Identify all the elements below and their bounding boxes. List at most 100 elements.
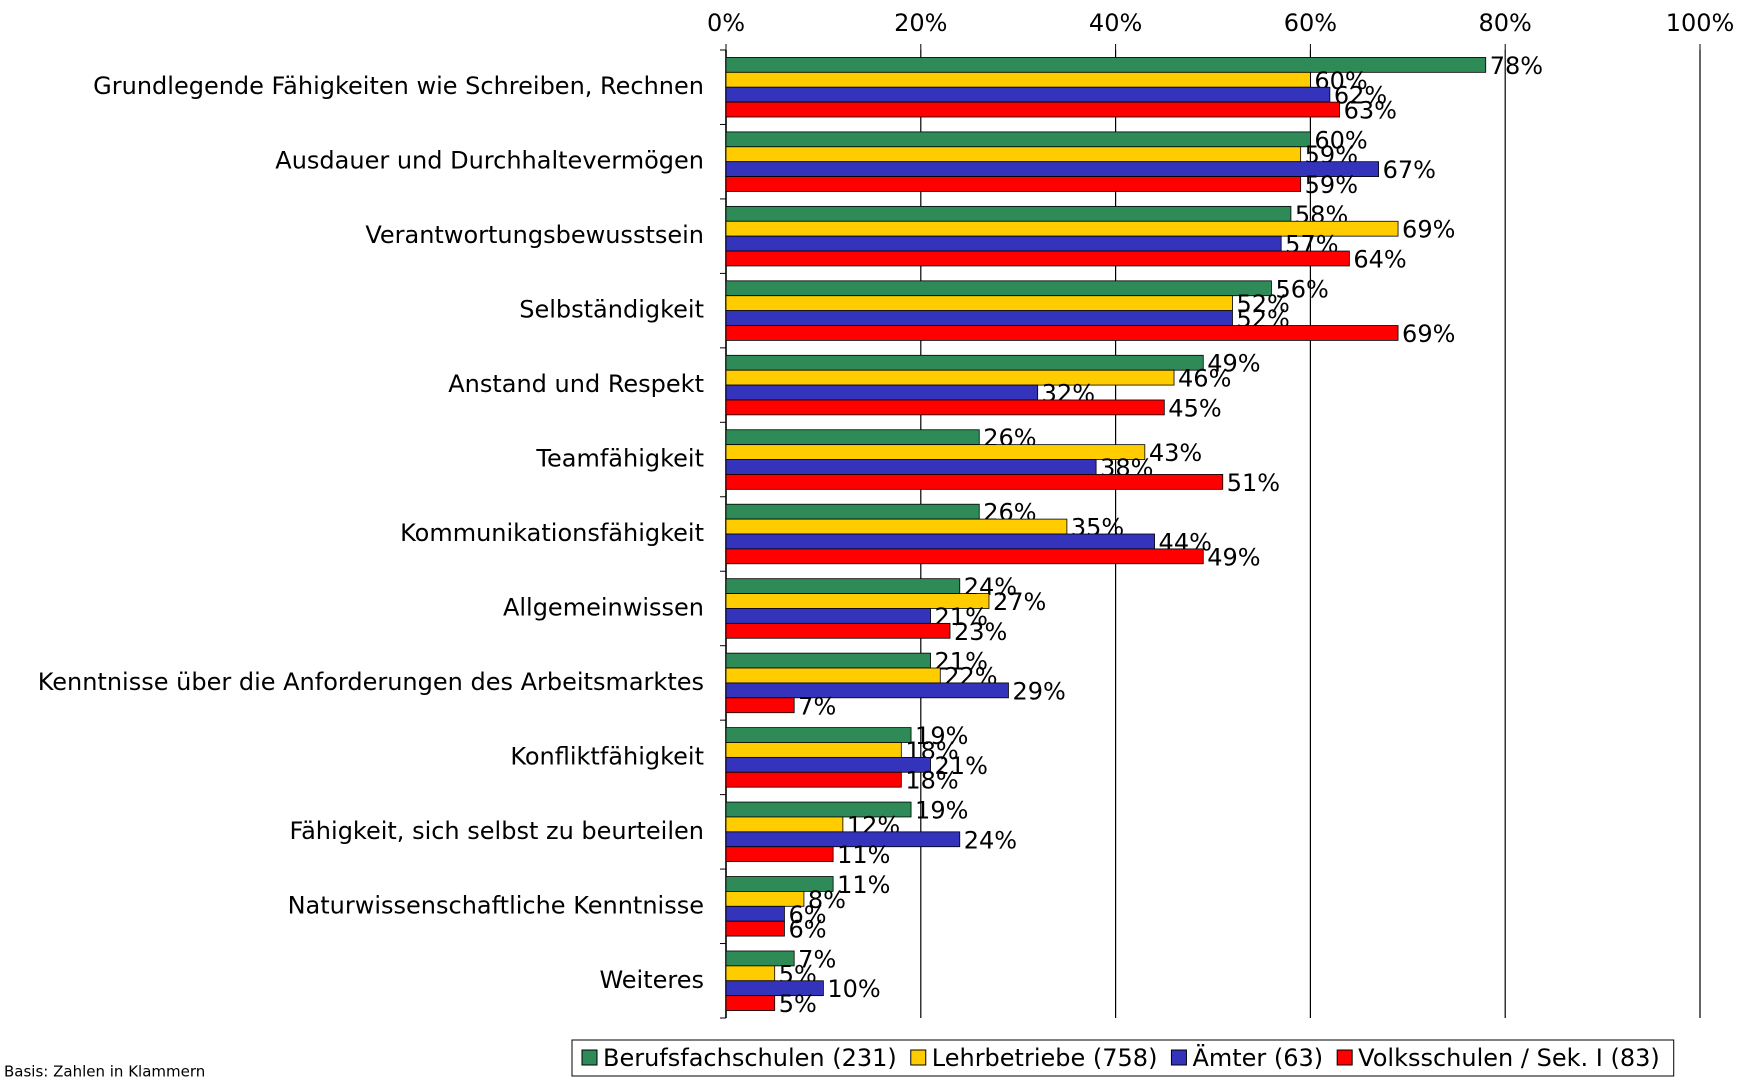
data-label: 6%: [788, 916, 826, 944]
bar: [725, 369, 1175, 386]
bar: [725, 205, 1292, 222]
bar: [725, 846, 834, 863]
data-label: 29%: [1012, 677, 1065, 705]
data-label: 69%: [1402, 320, 1455, 348]
data-label: 52%: [1236, 290, 1289, 318]
category-label: Teamfähigkeit: [535, 445, 704, 473]
data-label: 19%: [915, 722, 968, 750]
bar: [725, 235, 1282, 252]
bar: [725, 518, 1068, 535]
bar: [725, 682, 1009, 699]
data-label: 5%: [779, 990, 817, 1018]
bar: [725, 146, 1302, 163]
data-label: 45%: [1168, 394, 1221, 422]
legend-label: Volksschulen / Sek. I (83): [1358, 1044, 1660, 1072]
category-label: Allgemeinwissen: [503, 593, 704, 621]
category-label: Grundlegende Fähigkeiten wie Schreiben, …: [93, 72, 704, 100]
bar: [725, 742, 902, 758]
bar: [725, 399, 1165, 416]
data-label: 6%: [788, 901, 826, 929]
bar: [725, 295, 1233, 312]
data-label: 60%: [1314, 126, 1367, 154]
bar: [725, 608, 931, 624]
legend-swatch: [1170, 1049, 1187, 1066]
category-label: Weiteres: [599, 966, 704, 994]
data-label: 19%: [915, 797, 968, 825]
x-tick-label: 0%: [707, 9, 745, 37]
footnote: Basis: Zahlen in Klammern: [4, 1063, 205, 1079]
data-label: 69%: [1402, 216, 1455, 244]
category-label: Kommunikationsfähigkeit: [400, 519, 704, 547]
category-label: Ausdauer und Durchhaltevermögen: [275, 147, 704, 175]
bar: [725, 444, 1146, 460]
bar: [725, 176, 1302, 192]
data-label: 67%: [1383, 156, 1436, 184]
x-tick-label: 60%: [1284, 9, 1337, 37]
category-label: Fähigkeit, sich selbst zu beurteilen: [290, 817, 705, 845]
bar: [725, 816, 844, 833]
data-label: 63%: [1344, 97, 1397, 125]
bar: [725, 831, 961, 848]
bar: [725, 86, 1331, 103]
bar: [725, 727, 912, 743]
bar: [725, 965, 776, 982]
legend-swatch: [1336, 1049, 1353, 1066]
bar: [725, 622, 951, 639]
bar: [725, 429, 980, 446]
data-label: 51%: [1227, 469, 1280, 497]
legend-swatch: [910, 1049, 927, 1066]
category-label: Anstand und Respekt: [448, 370, 704, 398]
bar: [725, 280, 1272, 297]
data-label: 11%: [837, 841, 890, 869]
data-label: 18%: [905, 767, 958, 795]
bar: [725, 756, 931, 773]
category-label: Selbständigkeit: [519, 296, 704, 324]
legend-box: [571, 1039, 1675, 1077]
bar: [725, 667, 941, 684]
data-label: 49%: [1207, 350, 1260, 378]
legend-label: Lehrbetriebe (758): [932, 1044, 1158, 1072]
bar: [725, 57, 1487, 73]
bar: [725, 310, 1233, 326]
x-tick-label: 20%: [894, 9, 947, 37]
data-label: 46%: [1178, 365, 1231, 393]
category-label: Konfliktfähigkeit: [510, 742, 704, 770]
legend-label: Berufsfachschulen (231): [603, 1044, 897, 1072]
bar: [725, 548, 1204, 565]
bar: [725, 474, 1224, 490]
data-label: 27%: [993, 588, 1046, 616]
bar: [725, 578, 961, 594]
data-label: 24%: [964, 826, 1017, 854]
data-label: 49%: [1207, 543, 1260, 571]
data-label: 11%: [837, 871, 890, 899]
data-label: 43%: [1149, 439, 1202, 467]
data-label: 59%: [1305, 171, 1358, 199]
legend-swatch: [581, 1049, 598, 1066]
data-label: 21%: [935, 648, 988, 676]
x-tick-label: 40%: [1089, 9, 1142, 37]
bar: [725, 250, 1350, 267]
category-label: Verantwortungsbewusstsein: [365, 221, 704, 249]
data-label: 78%: [1490, 52, 1543, 80]
bar: [725, 71, 1311, 88]
bar: [725, 325, 1399, 341]
legend-label: Ämter (63): [1192, 1043, 1323, 1072]
bar: [725, 384, 1039, 401]
bar: [725, 920, 785, 937]
bar: [725, 161, 1379, 177]
data-label: 7%: [798, 692, 836, 720]
data-label: 23%: [954, 618, 1007, 646]
category-label: Naturwissenschaftliche Kenntnisse: [288, 891, 704, 919]
data-label: 56%: [1275, 275, 1328, 303]
data-label: 7%: [798, 945, 836, 973]
category-label: Kenntnisse über die Anforderungen des Ar…: [38, 668, 704, 696]
bar: [725, 533, 1155, 550]
bar: [725, 354, 1204, 371]
bar: [725, 459, 1097, 475]
bar: [725, 131, 1311, 148]
bar: [725, 905, 785, 922]
data-label: 62%: [1334, 82, 1387, 110]
data-label: 10%: [827, 975, 880, 1003]
